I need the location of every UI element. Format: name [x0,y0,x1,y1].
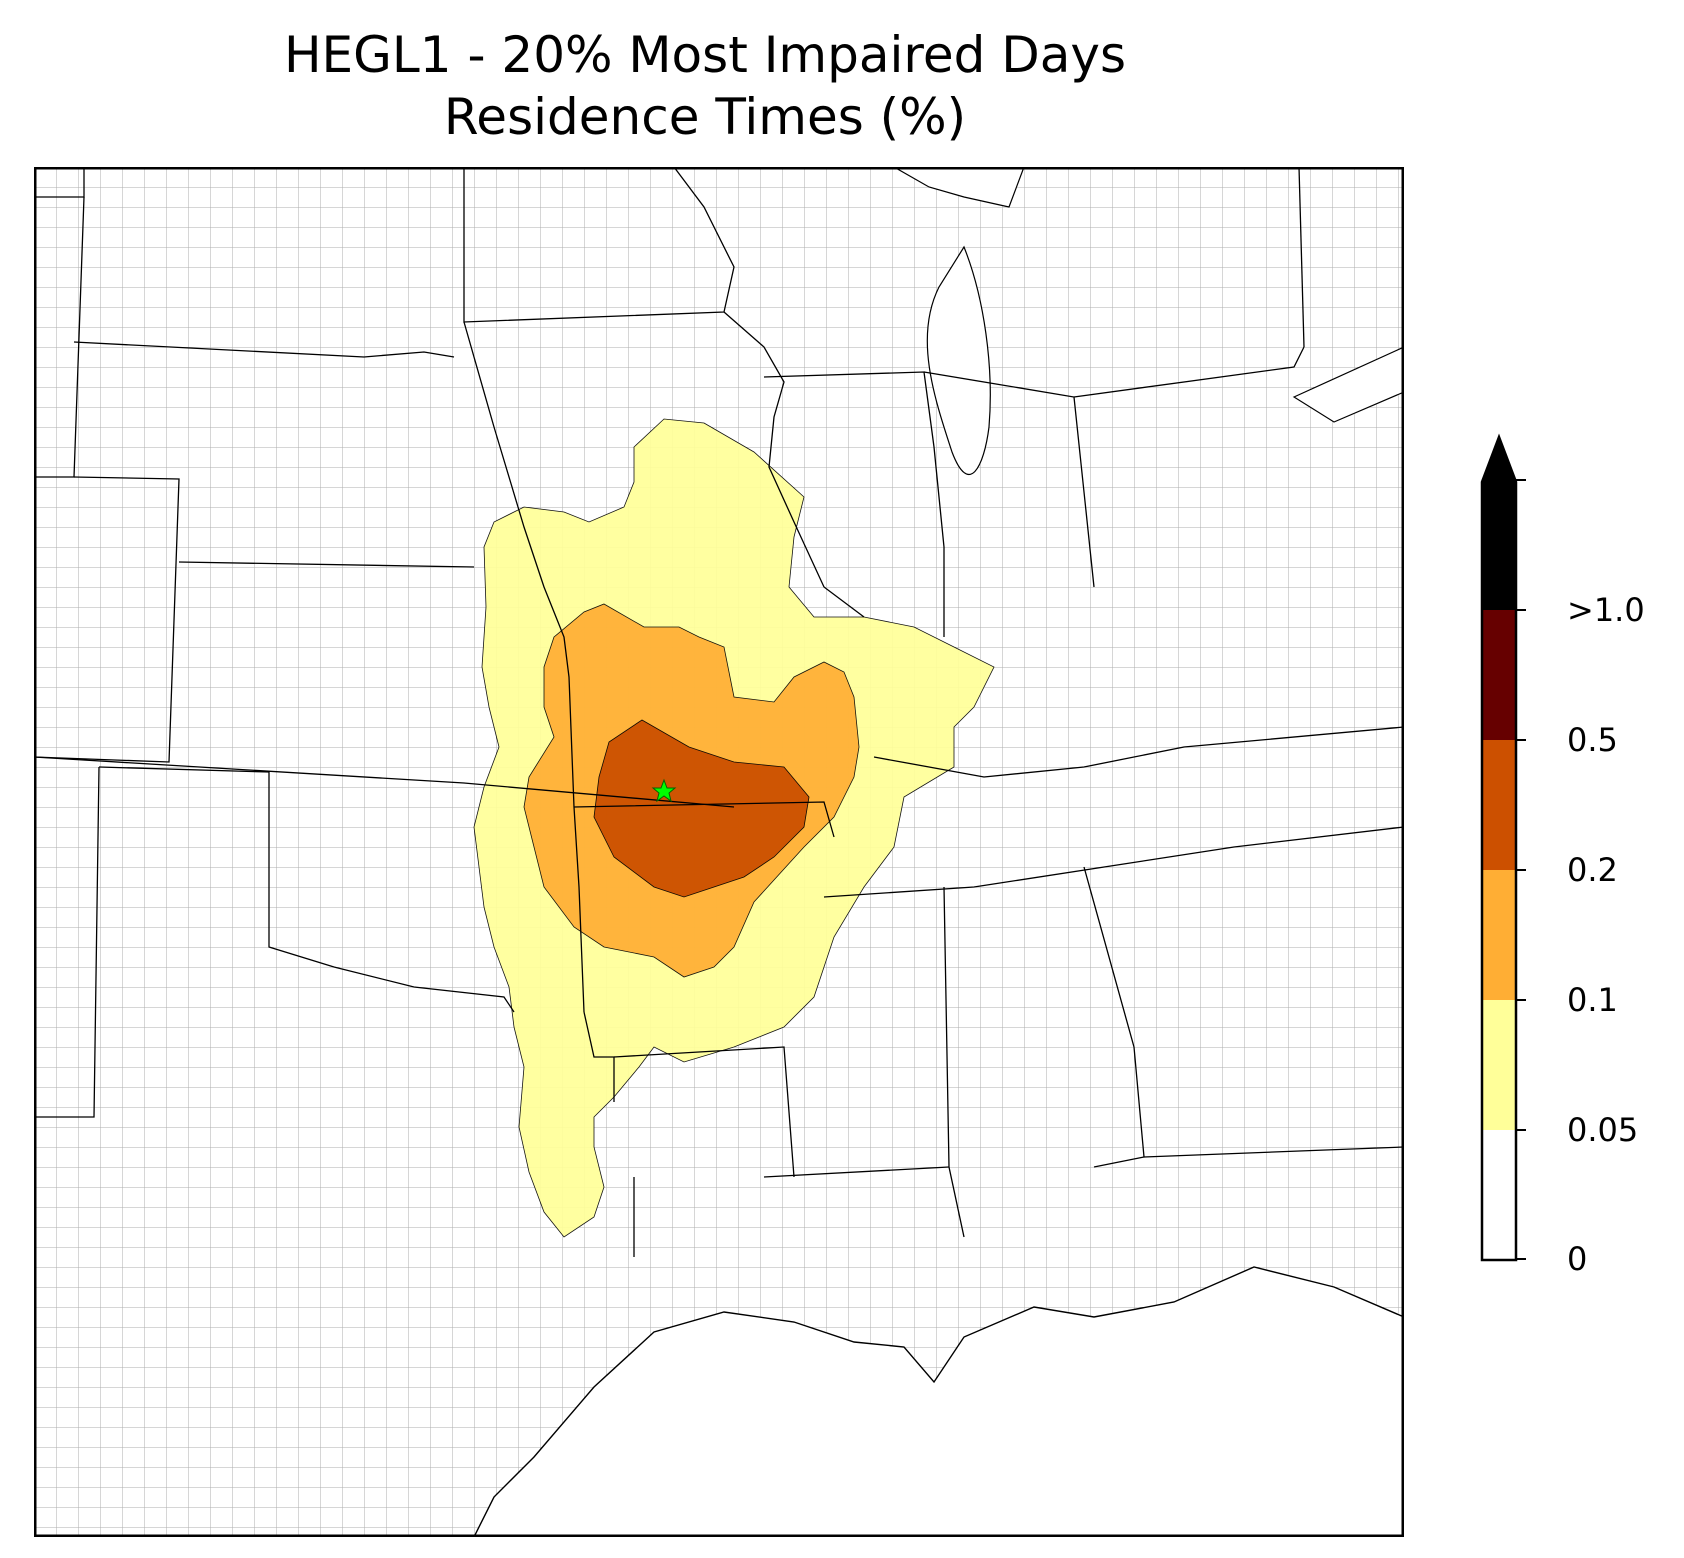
colorbar-outline [1480,433,1518,1262]
colorbar [1480,433,1526,1262]
colorbar-segment-0.1 [1482,1000,1516,1130]
gulf-of-mexico [473,1266,1404,1537]
colorbar-segment-0.05 [1482,1130,1516,1260]
colorbar-label-0: 0 [1567,1240,1588,1278]
colorbar-label-0.05: 0.05 [1567,1111,1639,1149]
colorbar-extend-arrow [1482,437,1516,482]
colorbar-label-1.0: >1.0 [1567,591,1645,629]
receptor-star-marker [651,778,677,803]
colorbar-label-0.2: 0.2 [1567,851,1618,889]
colorbar-segment-0.2 [1482,870,1516,1000]
colorbar-segment-1.0 [1482,610,1516,740]
lake-michigan [926,245,991,476]
chart-title-line-2: Residence Times (%) [443,88,967,146]
colorbar-segment-top [1482,480,1516,610]
map-frame [34,167,1404,1537]
colorbar-label-0.5: 0.5 [1567,721,1618,759]
colorbar-segment-0.5 [1482,740,1516,870]
chart-title-line-1: HEGL1 - 20% Most Impaired Days [283,26,1127,84]
contour-0.2 [593,719,810,898]
colorbar-ticks [1516,479,1526,1260]
colorbar-label-0.1: 0.1 [1567,981,1618,1019]
state-boundaries [34,167,1404,1257]
map-panel [34,167,1404,1537]
lake-erie [1292,346,1404,423]
lake-superior [892,167,1025,208]
